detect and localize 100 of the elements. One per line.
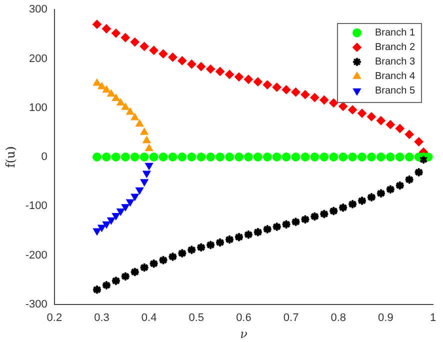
point	[348, 105, 358, 114]
point	[120, 152, 130, 162]
point	[136, 120, 144, 127]
point	[126, 108, 134, 115]
point	[140, 179, 148, 186]
point	[366, 152, 376, 162]
point	[253, 77, 262, 86]
point	[386, 120, 395, 130]
legend-label: Branch 3	[374, 56, 416, 68]
point	[158, 49, 168, 58]
point	[366, 112, 376, 122]
legend-label: Branch 4	[374, 71, 416, 82]
point	[329, 98, 338, 108]
point	[121, 102, 130, 110]
point	[111, 152, 120, 162]
point	[225, 70, 234, 79]
x-tick-label: 0.6	[236, 312, 252, 324]
point	[272, 152, 282, 162]
x-tick-label: 0.4	[141, 312, 157, 324]
point	[121, 204, 130, 212]
point	[120, 33, 130, 42]
x-axis-title: ν	[240, 326, 248, 341]
legend-label: Branch 2	[374, 42, 416, 54]
point	[253, 152, 262, 162]
point	[386, 152, 395, 162]
x-tick-label: 1	[430, 312, 436, 324]
point	[376, 152, 386, 162]
point	[107, 217, 116, 224]
y-tick-label: 300	[29, 4, 48, 16]
point	[145, 162, 154, 170]
point	[300, 90, 310, 100]
point	[107, 90, 116, 97]
point	[310, 152, 320, 162]
point	[358, 108, 367, 118]
point	[140, 152, 149, 162]
point	[196, 62, 206, 72]
point	[142, 170, 151, 178]
point	[282, 152, 291, 162]
point	[234, 152, 244, 162]
point	[244, 152, 253, 162]
x-tick-label: 0.5	[188, 312, 204, 324]
point	[112, 212, 120, 220]
point	[130, 113, 139, 120]
point	[404, 130, 414, 139]
point	[130, 38, 140, 47]
point	[244, 74, 253, 84]
point	[196, 152, 206, 162]
y-tick-label: 100	[29, 102, 48, 114]
point	[414, 137, 424, 146]
point	[111, 28, 120, 38]
point	[149, 46, 158, 55]
point	[395, 124, 404, 134]
x-tick-label: 0.2	[46, 312, 62, 324]
point	[102, 24, 111, 34]
point	[348, 152, 358, 162]
point	[291, 152, 300, 162]
point	[98, 224, 106, 232]
legend-label: Branch 1	[374, 28, 416, 39]
point	[216, 67, 225, 76]
y-tick-label: -200	[25, 249, 48, 262]
point	[102, 86, 110, 93]
point	[338, 152, 348, 162]
point	[116, 98, 125, 106]
point	[145, 144, 154, 152]
point	[310, 93, 320, 102]
point	[300, 152, 310, 162]
point	[282, 85, 291, 94]
point	[93, 228, 101, 236]
point	[149, 152, 158, 162]
point	[126, 199, 134, 206]
point	[206, 152, 216, 162]
point	[93, 78, 101, 86]
point	[338, 102, 348, 111]
point	[291, 88, 300, 97]
point	[320, 96, 329, 105]
x-tick-label: 0.9	[378, 312, 394, 324]
point	[102, 152, 111, 162]
point	[404, 152, 414, 162]
y-tick-label: 0	[41, 151, 48, 164]
x-tick-label: 0.3	[94, 312, 110, 324]
point	[136, 187, 144, 194]
point	[187, 152, 196, 162]
point	[98, 82, 106, 90]
y-tick-label: 200	[29, 52, 48, 65]
y-tick-label: -300	[25, 298, 48, 310]
point	[216, 152, 225, 162]
point	[178, 56, 187, 66]
point	[130, 152, 140, 162]
point	[272, 82, 282, 92]
point	[142, 136, 151, 144]
point	[168, 152, 178, 162]
point	[168, 52, 178, 62]
x-tick-label: 0.7	[283, 312, 299, 324]
point	[116, 208, 125, 216]
point	[320, 152, 329, 162]
point	[329, 152, 338, 162]
point	[140, 128, 148, 135]
point	[395, 152, 404, 162]
point	[234, 72, 244, 82]
point	[158, 152, 168, 162]
